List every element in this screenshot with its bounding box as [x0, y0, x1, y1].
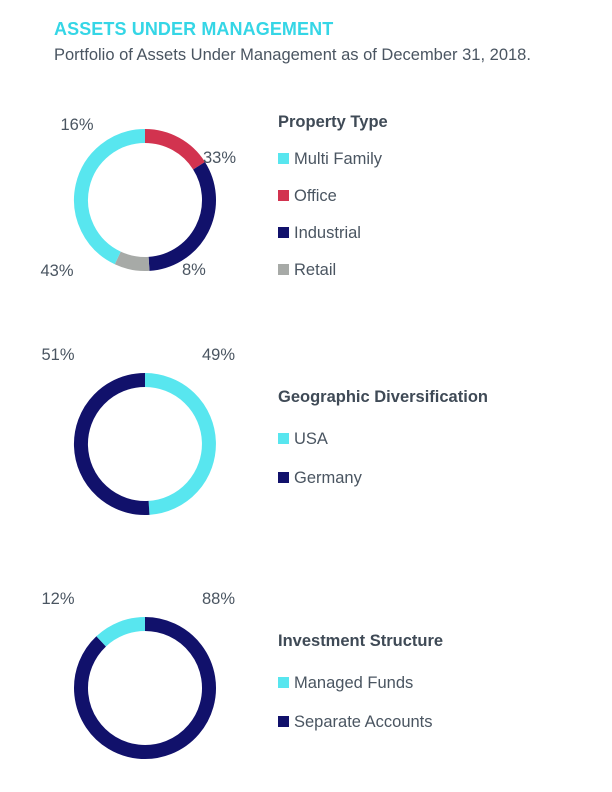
- page-subtitle: Portfolio of Assets Under Management as …: [54, 46, 531, 64]
- property-type-legend: Property Type Multi Family Office Indust…: [278, 113, 388, 279]
- investment-legend: Investment Structure Managed Funds Separ…: [278, 632, 444, 731]
- legend-label-managed-funds: Managed Funds: [294, 674, 414, 692]
- donut-slice-industrial: [148, 161, 216, 271]
- retail-swatch: [278, 264, 289, 275]
- donut-slice-retail: [114, 251, 150, 271]
- donut-slice-office: [144, 129, 205, 170]
- investment-donut-svg: 88% 12%: [41, 590, 235, 759]
- pct-label-usa: 49%: [202, 346, 235, 364]
- legend-item-managed-funds: Managed Funds: [278, 674, 413, 693]
- legend-item-usa: USA: [278, 430, 328, 449]
- investment-donut: 88% 12%: [41, 586, 235, 766]
- geographic-donut-svg: 49% 51%: [41, 346, 235, 515]
- legend-label-multi-family: Multi Family: [294, 150, 383, 168]
- investment-section: 88% 12% Investment Structure Managed Fund…: [0, 586, 612, 766]
- geographic-donut: 49% 51%: [41, 342, 235, 522]
- multi-family-swatch: [278, 153, 289, 164]
- pct-label-separate-accounts: 88%: [202, 590, 235, 608]
- pct-label-office: 16%: [60, 116, 93, 134]
- donut-slice-usa: [144, 373, 216, 515]
- pct-label-managed-funds: 12%: [41, 590, 74, 608]
- pct-label-multi-family: 43%: [40, 262, 73, 280]
- usa-swatch: [278, 433, 289, 444]
- office-swatch: [278, 190, 289, 201]
- legend-item-multi-family: Multi Family: [278, 150, 382, 169]
- managed-funds-swatch: [278, 677, 289, 688]
- property-type-donut: 16% 33% 8% 43%: [40, 108, 236, 288]
- legend-label-retail: Retail: [294, 261, 337, 279]
- geographic-legend-title: Geographic Diversification: [278, 388, 488, 406]
- germany-swatch: [278, 472, 289, 483]
- property-type-section: 16% 33% 8% 43% Property Type Multi Family O…: [0, 108, 612, 288]
- property-type-legend-title: Property Type: [278, 113, 388, 131]
- legend-label-office: Office: [294, 187, 337, 205]
- page-title: ASSETS UNDER MANAGEMENT: [54, 19, 334, 39]
- investment-legend-title: Investment Structure: [278, 632, 444, 650]
- donut-slice-multi-family: [74, 129, 146, 265]
- industrial-swatch: [278, 227, 289, 238]
- pct-label-industrial: 33%: [203, 149, 236, 167]
- legend-label-usa: USA: [294, 430, 328, 448]
- pct-label-retail: 8%: [182, 261, 206, 279]
- donut-slice-managed-funds: [96, 617, 146, 647]
- legend-item-retail: Retail: [278, 261, 336, 280]
- legend-label-germany: Germany: [294, 469, 362, 487]
- separate-accounts-swatch: [278, 716, 289, 727]
- legend-item-germany: Germany: [278, 469, 362, 488]
- pct-label-germany: 51%: [41, 346, 74, 364]
- legend-item-separate-accounts: Separate Accounts: [278, 713, 433, 732]
- donut-slice-germany: [73, 373, 150, 515]
- property-type-donut-svg: 16% 33% 8% 43%: [40, 116, 236, 280]
- geographic-legend: Geographic Diversification USA Germany: [278, 388, 488, 487]
- legend-item-office: Office: [278, 187, 337, 206]
- donut-slice-separate-accounts: [74, 617, 216, 759]
- legend-label-separate-accounts: Separate Accounts: [294, 713, 433, 731]
- geographic-section: 49% 51% Geographic Diversification USA Ge…: [0, 342, 612, 522]
- legend-item-industrial: Industrial: [278, 224, 361, 243]
- legend-label-industrial: Industrial: [294, 224, 361, 242]
